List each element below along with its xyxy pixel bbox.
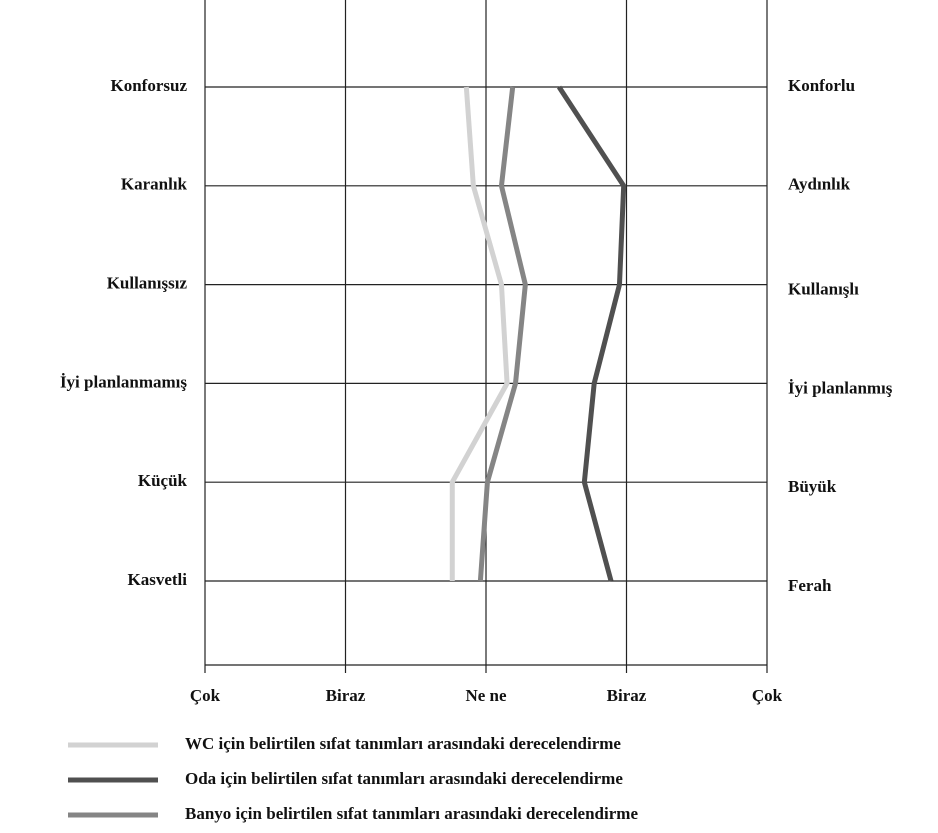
- left-label: İyi planlanmamış: [60, 372, 187, 391]
- legend-label: Banyo için belirtilen sıfat tanımları ar…: [185, 804, 638, 823]
- right-label: Büyük: [788, 477, 837, 496]
- left-label: Kasvetli: [128, 570, 188, 589]
- left-label: Kullanışsız: [107, 274, 188, 293]
- x-tick-label: Çok: [190, 686, 221, 705]
- legend-label: Oda için belirtilen sıfat tanımları aras…: [185, 769, 623, 788]
- legend-label: WC için belirtilen sıfat tanımları arası…: [185, 734, 621, 753]
- x-tick-label: Çok: [752, 686, 783, 705]
- right-label: Konforlu: [788, 76, 855, 95]
- right-label: Ferah: [788, 576, 832, 595]
- left-label: Küçük: [138, 471, 188, 490]
- right-label: Kullanışlı: [788, 280, 859, 299]
- x-tick-label: Biraz: [326, 686, 366, 705]
- x-tick-label: Ne ne: [465, 686, 507, 705]
- series-line: [556, 85, 627, 582]
- left-label: Karanlık: [121, 175, 188, 194]
- left-label: Konforsuz: [111, 76, 188, 95]
- right-label: İyi planlanmış: [788, 378, 893, 397]
- right-label: Aydınlık: [788, 175, 851, 194]
- series-line: [477, 86, 528, 582]
- x-tick-label: Biraz: [607, 686, 647, 705]
- series-line: [449, 86, 510, 581]
